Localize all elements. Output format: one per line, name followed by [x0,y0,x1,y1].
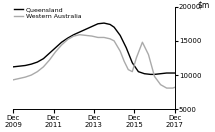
Queensland [97,23,99,25]
Line: Queensland: Queensland [13,23,175,74]
Queensland [149,74,152,75]
Queensland [109,24,111,25]
Western Australia [30,74,33,76]
Queensland [103,22,105,24]
Western Australia [66,39,69,40]
Queensland [125,47,127,48]
Queensland [91,26,93,27]
Queensland [12,66,14,68]
Western Australia [48,59,51,61]
Queensland [113,26,115,28]
Western Australia [159,84,162,85]
Queensland [174,72,176,74]
Queensland [36,61,39,63]
Queensland [18,65,20,67]
Y-axis label: $m: $m [198,1,210,10]
Queensland [78,31,81,33]
Western Australia [91,35,93,37]
Queensland [84,29,87,30]
Western Australia [123,61,126,62]
Queensland [30,63,33,65]
Western Australia [36,71,39,72]
Western Australia [113,40,115,42]
Western Australia [60,44,63,46]
Queensland [131,62,134,63]
Western Australia [131,71,134,72]
Western Australia [109,38,111,40]
Queensland [24,65,26,66]
Western Australia [171,87,174,89]
Western Australia [135,57,138,59]
Queensland [66,37,69,39]
Queensland [143,73,146,74]
Queensland [153,74,156,75]
Queensland [54,47,57,48]
Western Australia [72,35,75,37]
Western Australia [153,76,156,77]
Queensland [119,35,121,36]
Queensland [137,71,140,72]
Western Australia [103,37,105,38]
Western Australia [97,37,99,38]
Western Australia [165,87,168,89]
Western Australia [24,76,26,78]
Western Australia [119,50,121,52]
Western Australia [174,87,176,88]
Line: Western Australia: Western Australia [13,35,175,88]
Queensland [42,58,45,59]
Queensland [60,41,63,43]
Western Australia [147,54,150,55]
Western Australia [42,66,45,68]
Queensland [72,34,75,36]
Western Australia [12,79,14,81]
Queensland [48,52,51,54]
Western Australia [18,78,20,79]
Western Australia [84,35,87,36]
Western Australia [54,51,57,53]
Legend: Queensland, Western Australia: Queensland, Western Australia [14,7,81,19]
Western Australia [78,34,81,36]
Queensland [165,72,168,74]
Queensland [159,73,162,74]
Western Australia [127,69,130,70]
Queensland [171,72,174,74]
Western Australia [141,41,144,43]
